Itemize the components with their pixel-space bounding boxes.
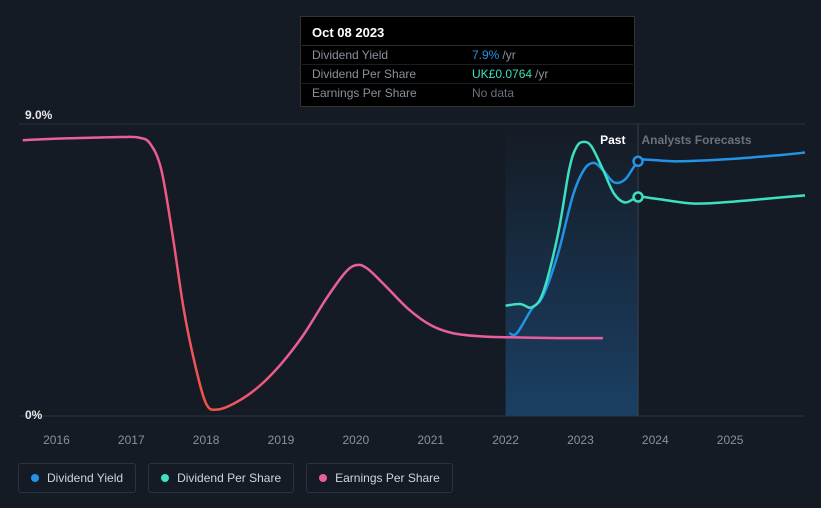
tooltip-row: Dividend Yield7.9%/yr [302,46,633,65]
dividend-chart: 9.0% 0% 2016 2017 2018 2019 2020 2021 2022 2023… [0,0,821,508]
legend-dot-icon [319,474,327,482]
tooltip-row-value: 7.9% [472,48,499,62]
y-axis-label-max: 9.0% [25,108,52,122]
tooltip-row-label: Dividend Yield [312,48,472,62]
x-axis-tick: 2025 [717,433,744,447]
tooltip: Oct 08 2023 Dividend Yield7.9%/yrDividen… [300,16,635,107]
legend-dot-icon [31,474,39,482]
legend-item-earnings-per-share[interactable]: Earnings Per Share [306,463,453,493]
tooltip-row: Earnings Per ShareNo data [302,84,633,105]
legend-label: Dividend Yield [47,471,123,485]
tooltip-row-unit: /yr [535,67,548,81]
tooltip-title: Oct 08 2023 [302,18,633,46]
legend: Dividend Yield Dividend Per Share Earnings… [18,463,453,493]
region-label-past: Past [600,133,625,147]
y-axis-label-min: 0% [25,408,42,422]
marker-dividend-yield [634,157,643,166]
tooltip-row-unit: /yr [502,48,515,62]
x-axis-tick: 2024 [642,433,669,447]
legend-label: Dividend Per Share [177,471,281,485]
x-axis-tick: 2017 [118,433,145,447]
legend-label: Earnings Per Share [335,471,440,485]
region-label-future: Analysts Forecasts [641,133,751,147]
legend-dot-icon [161,474,169,482]
x-axis-tick: 2023 [567,433,594,447]
tooltip-row-label: Earnings Per Share [312,86,472,100]
marker-dividend-per-share [634,193,643,202]
x-axis-tick: 2018 [193,433,220,447]
x-axis-tick: 2022 [492,433,519,447]
tooltip-row: Dividend Per ShareUK£0.0764/yr [302,65,633,84]
x-axis-tick: 2021 [417,433,444,447]
tooltip-row-value: No data [472,86,514,100]
past-shade [506,124,638,416]
tooltip-row-label: Dividend Per Share [312,67,472,81]
tooltip-row-value: UK£0.0764 [472,67,532,81]
x-axis-tick: 2020 [342,433,369,447]
legend-item-dividend-per-share[interactable]: Dividend Per Share [148,463,294,493]
x-axis-tick: 2019 [268,433,295,447]
x-axis-tick: 2016 [43,433,70,447]
legend-item-dividend-yield[interactable]: Dividend Yield [18,463,136,493]
